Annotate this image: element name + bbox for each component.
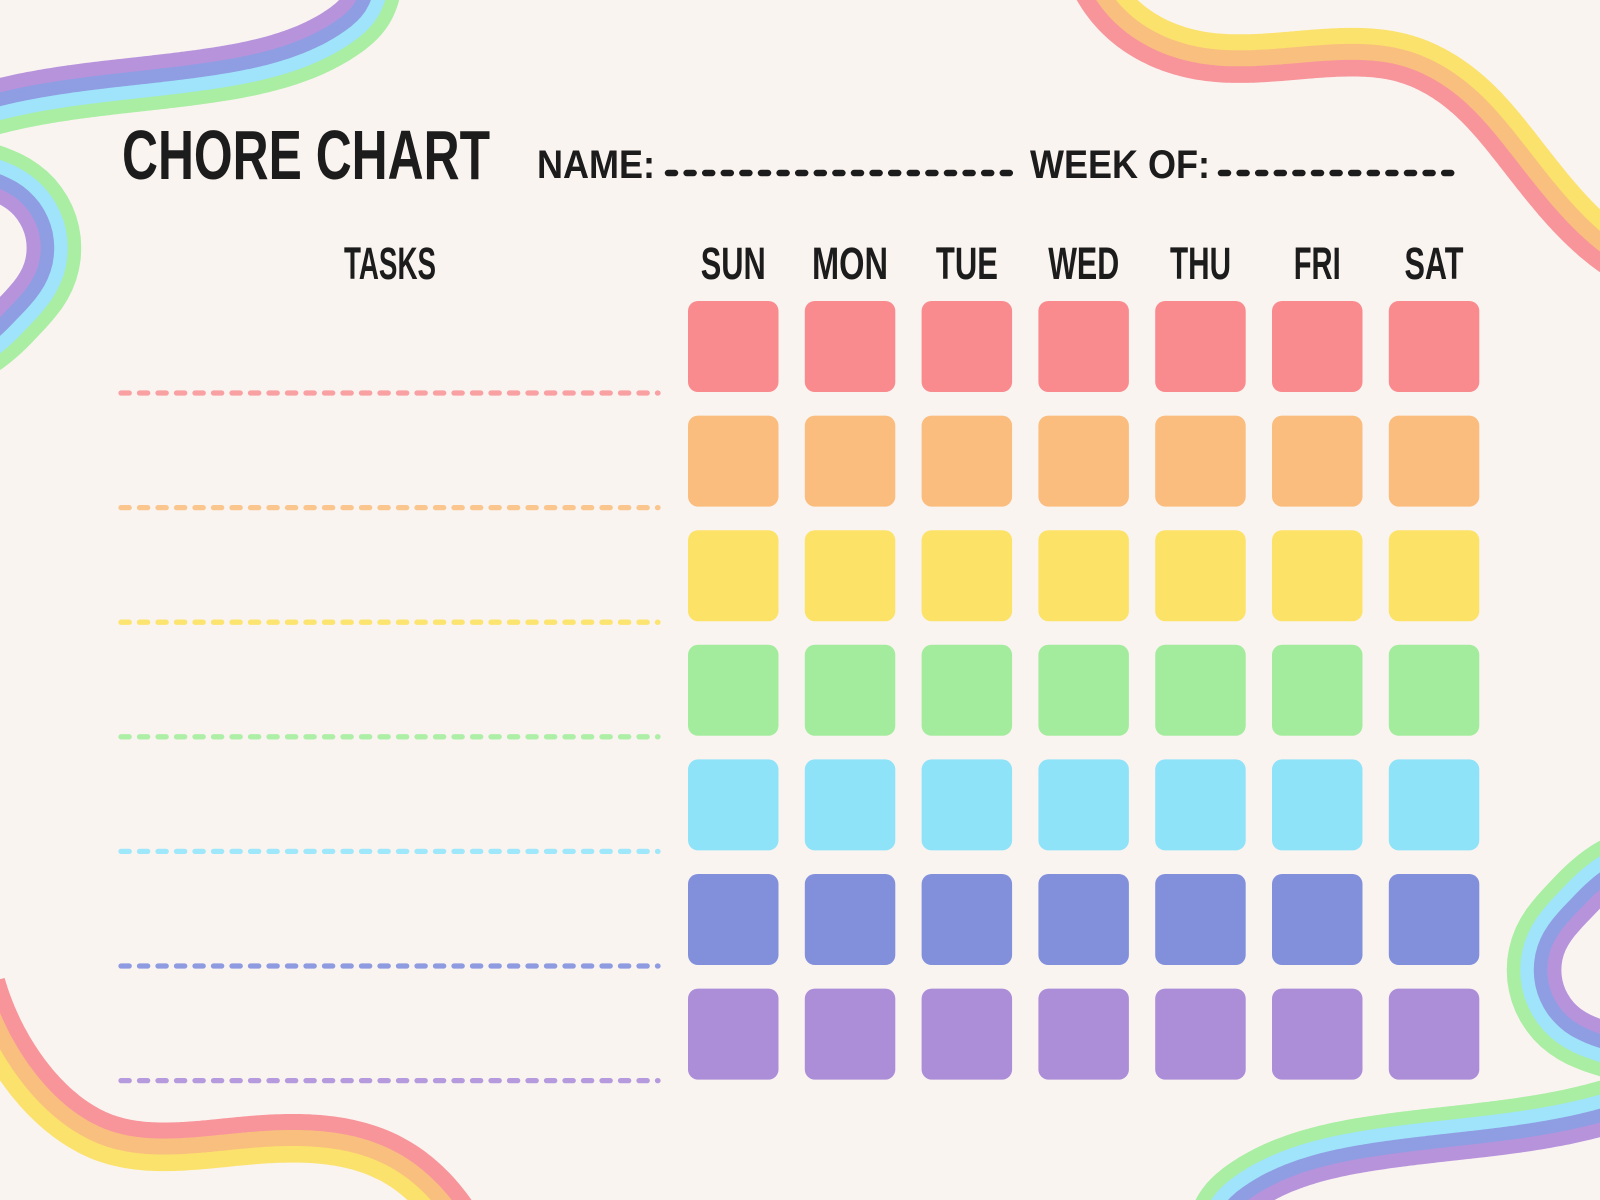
svg-text:TASKS: TASKS [344, 238, 436, 289]
svg-text:NAME:: NAME: [537, 143, 655, 187]
svg-text:THU: THU [1170, 238, 1231, 289]
svg-text:TUE: TUE [936, 238, 998, 289]
svg-text:CHORE CHART: CHORE CHART [122, 116, 490, 194]
svg-text:MON: MON [812, 238, 888, 289]
svg-text:SAT: SAT [1405, 238, 1464, 289]
svg-text:WEEK OF:: WEEK OF: [1030, 143, 1210, 187]
svg-text:WED: WED [1048, 238, 1119, 289]
svg-text:FRI: FRI [1294, 238, 1341, 289]
svg-text:SUN: SUN [701, 238, 766, 289]
